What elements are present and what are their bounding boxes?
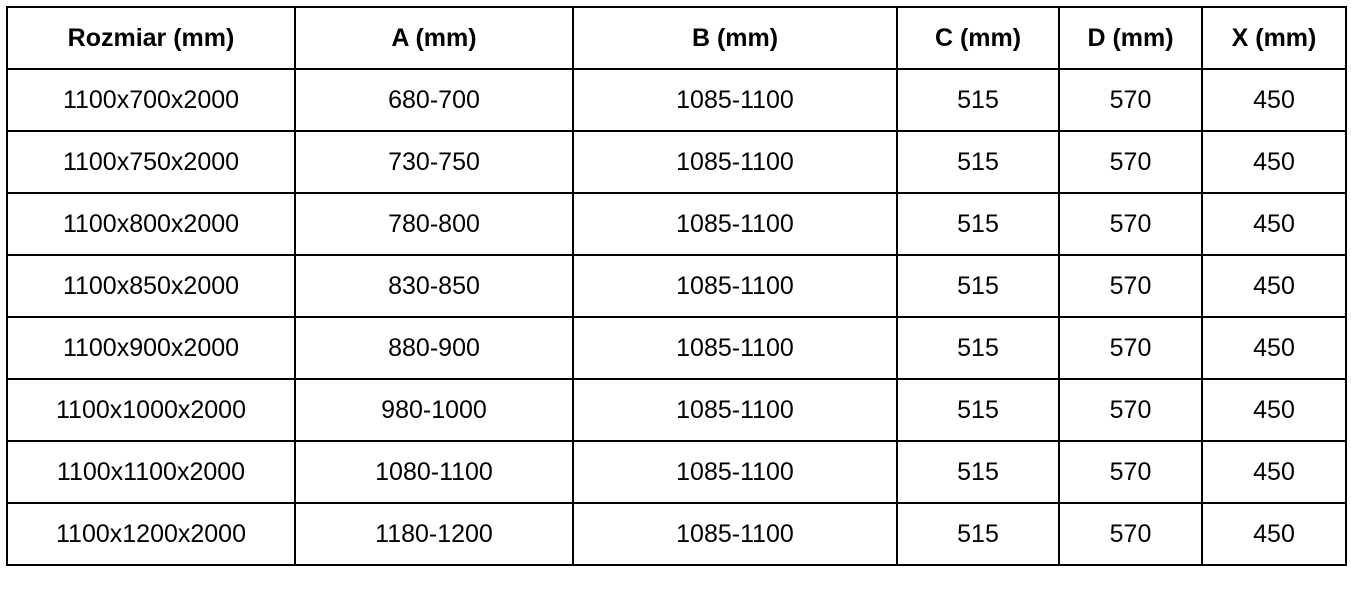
- table-cell: 570: [1058, 316, 1203, 380]
- table-cell: 570: [1058, 130, 1203, 194]
- table-row: 1100x1200x2000 1180-1200 1085-1100 515 570 45…: [6, 502, 1347, 566]
- column-header: D (mm): [1058, 6, 1203, 70]
- table-cell: 570: [1058, 440, 1203, 504]
- column-header: B (mm): [572, 6, 898, 70]
- table-cell: 515: [896, 378, 1060, 442]
- table-cell: 1100x900x2000: [6, 316, 296, 380]
- table-cell: 450: [1201, 440, 1347, 504]
- table-cell: 450: [1201, 254, 1347, 318]
- dimensions-table: Rozmiar (mm) A (mm) B (mm) C (mm) D (mm) X (m…: [6, 6, 1347, 566]
- header-row: Rozmiar (mm) A (mm) B (mm) C (mm) D (mm) X (m…: [6, 6, 1347, 70]
- table-cell: 1085-1100: [572, 254, 898, 318]
- table-cell: 1085-1100: [572, 68, 898, 132]
- table-cell: 1085-1100: [572, 378, 898, 442]
- column-header: X (mm): [1201, 6, 1347, 70]
- table-cell: 515: [896, 502, 1060, 566]
- table-cell: 1100x1000x2000: [6, 378, 296, 442]
- table-row: 1100x750x2000 730-750 1085-1100 515 570 450: [6, 130, 1347, 194]
- table-row: 1100x1000x2000 980-1000 1085-1100 515 570 450: [6, 378, 1347, 442]
- table-cell: 980-1000: [294, 378, 574, 442]
- table-cell: 515: [896, 316, 1060, 380]
- table-cell: 450: [1201, 130, 1347, 194]
- table-cell: 680-700: [294, 68, 574, 132]
- table-cell: 450: [1201, 316, 1347, 380]
- table-cell: 730-750: [294, 130, 574, 194]
- table-cell: 1180-1200: [294, 502, 574, 566]
- table-row: 1100x700x2000 680-700 1085-1100 515 570 450: [6, 68, 1347, 132]
- column-header: Rozmiar (mm): [6, 6, 296, 70]
- table-cell: 1100x1200x2000: [6, 502, 296, 566]
- table-cell: 570: [1058, 378, 1203, 442]
- table-cell: 515: [896, 440, 1060, 504]
- table-cell: 1085-1100: [572, 192, 898, 256]
- table-cell: 1085-1100: [572, 502, 898, 566]
- table-cell: 570: [1058, 68, 1203, 132]
- table-cell: 880-900: [294, 316, 574, 380]
- table-cell: 450: [1201, 68, 1347, 132]
- table-cell: 1085-1100: [572, 440, 898, 504]
- table-cell: 450: [1201, 192, 1347, 256]
- table-cell: 570: [1058, 254, 1203, 318]
- table-cell: 570: [1058, 192, 1203, 256]
- table-cell: 570: [1058, 502, 1203, 566]
- table-cell: 515: [896, 192, 1060, 256]
- table-cell: 1100x700x2000: [6, 68, 296, 132]
- table-cell: 515: [896, 254, 1060, 318]
- table-cell: 1100x750x2000: [6, 130, 296, 194]
- table-cell: 1085-1100: [572, 130, 898, 194]
- table-row: 1100x850x2000 830-850 1085-1100 515 570 450: [6, 254, 1347, 318]
- table-cell: 1080-1100: [294, 440, 574, 504]
- table-cell: 1100x1100x2000: [6, 440, 296, 504]
- column-header: C (mm): [896, 6, 1060, 70]
- table-cell: 450: [1201, 502, 1347, 566]
- table-cell: 450: [1201, 378, 1347, 442]
- table-cell: 1100x800x2000: [6, 192, 296, 256]
- table-cell: 515: [896, 130, 1060, 194]
- table-row: 1100x900x2000 880-900 1085-1100 515 570 450: [6, 316, 1347, 380]
- table-cell: 780-800: [294, 192, 574, 256]
- column-header: A (mm): [294, 6, 574, 70]
- table-cell: 830-850: [294, 254, 574, 318]
- table-cell: 515: [896, 68, 1060, 132]
- table-cell: 1100x850x2000: [6, 254, 296, 318]
- table-row: 1100x1100x2000 1080-1100 1085-1100 515 570 45…: [6, 440, 1347, 504]
- table-cell: 1085-1100: [572, 316, 898, 380]
- table-row: 1100x800x2000 780-800 1085-1100 515 570 450: [6, 192, 1347, 256]
